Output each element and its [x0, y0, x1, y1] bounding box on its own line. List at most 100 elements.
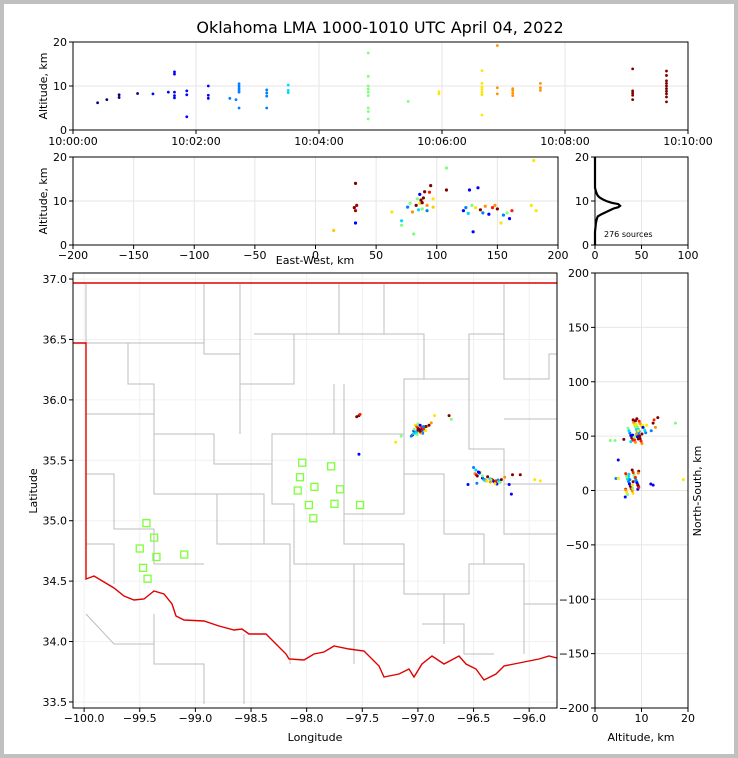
ew-height-tick-label-x: 50	[369, 249, 383, 262]
map-source-point	[421, 427, 425, 431]
time-height-point	[117, 93, 121, 97]
lma-station-marker	[335, 485, 345, 494]
lma-station-marker	[293, 486, 302, 495]
ns-height-tick-label-y: 100	[568, 376, 589, 389]
time-height-point	[631, 91, 635, 95]
ns-height-tick-label-y: 50	[575, 430, 589, 443]
time-height-ylabel: Altitude, km	[37, 52, 50, 119]
time-height-point	[286, 83, 290, 87]
time-height-point	[539, 86, 542, 90]
time-height-point	[511, 94, 515, 98]
map-source-point	[486, 475, 490, 479]
time-height-panel: 10:00:00 10:02:00 10:04:00 10:06:00 10:08:00…	[37, 36, 713, 148]
time-height-point	[366, 106, 370, 110]
map-tick-label-x: −99.0	[179, 712, 213, 725]
altitude-histogram-panel: 0 50 100 0 10 20 276 sources	[575, 151, 699, 262]
map-source-point	[466, 482, 470, 486]
ew-height-point	[390, 210, 394, 214]
ew-height-point	[410, 210, 415, 214]
ns-height-point	[681, 478, 685, 482]
time-height-point	[480, 93, 484, 97]
time-height-point	[105, 98, 109, 102]
ns-height-point	[616, 477, 620, 481]
time-height-tick-label-x: 10:08:00	[540, 135, 589, 148]
ns-height-point	[627, 472, 631, 476]
ns-height-point	[630, 489, 634, 493]
ns-height-point	[631, 470, 635, 474]
altitude-histogram-line	[593, 157, 622, 245]
map-tick-label-x: −97.0	[401, 712, 435, 725]
ew-height-point	[481, 211, 485, 215]
state-boundary	[73, 282, 558, 681]
ns-height-point	[656, 416, 660, 420]
ns-height-point	[632, 435, 636, 439]
time-height-point	[665, 100, 668, 104]
ns-height-point	[628, 478, 632, 482]
time-height-point	[631, 67, 635, 71]
ew-height-point	[464, 206, 468, 210]
lma-station-marker	[143, 574, 152, 583]
time-height-point	[173, 70, 176, 74]
ns-height-tick-label-y: −100	[559, 593, 589, 606]
ns-height-point	[635, 481, 639, 485]
ns-height-point	[633, 438, 637, 442]
ew-height-point	[483, 204, 487, 208]
ns-height-tick-label-y: −50	[566, 539, 589, 552]
ns-height-point	[633, 419, 637, 423]
ew-height-point	[423, 190, 427, 194]
time-height-point	[286, 91, 290, 94]
ns-height-point	[653, 425, 657, 429]
ew-height-point	[406, 205, 410, 209]
ns-height-panel: 0 10 20 −200 −150 −100 −50 0 50 100 150 200 North-S…	[559, 267, 704, 744]
time-height-point	[480, 69, 484, 72]
map-tick-label-y: 33.5	[43, 696, 68, 709]
time-height-point	[237, 89, 241, 92]
lma-figure: Oklahoma LMA 1000-1010 UTC April 04, 202…	[27, 18, 713, 744]
map-source-point	[474, 468, 478, 472]
ew-height-point	[429, 184, 433, 188]
map-source-point	[488, 480, 492, 484]
time-height-point	[237, 86, 241, 90]
figure-title: Oklahoma LMA 1000-1010 UTC April 04, 202…	[196, 18, 563, 37]
time-height-point	[185, 89, 189, 93]
time-height-point	[366, 84, 370, 88]
time-height-point	[206, 84, 210, 88]
time-height-point	[237, 84, 241, 88]
time-height-point	[480, 113, 484, 117]
ns-height-point	[614, 477, 618, 481]
ns-height-point	[627, 482, 631, 486]
ns-height-point	[625, 475, 629, 479]
ns-height-point	[652, 418, 656, 422]
ns-height-point	[631, 491, 635, 495]
time-height-point	[173, 96, 176, 100]
time-height-point	[665, 92, 668, 96]
map-source-point	[415, 433, 419, 437]
ew-height-point	[421, 196, 426, 200]
map-source-point	[409, 434, 413, 438]
map-source-point	[449, 417, 453, 421]
map-tick-label-y: 35.0	[43, 515, 68, 528]
ew-height-point	[466, 211, 470, 215]
ns-height-point	[622, 437, 626, 441]
map-source-point	[416, 422, 420, 426]
ew-height-point	[355, 203, 359, 207]
map-source-point	[533, 478, 537, 482]
time-height-point	[265, 88, 269, 92]
time-height-point	[480, 90, 484, 94]
ns-height-point	[626, 426, 630, 430]
time-height-tick-label-x: 10:06:00	[417, 135, 466, 148]
map-tick-label-y: 34.5	[43, 575, 68, 588]
ew-height-point	[332, 228, 336, 233]
ew-height-tick-label-x: −200	[58, 249, 88, 262]
ew-height-ylabel: Altitude, km	[37, 167, 50, 234]
map-source-point	[472, 466, 476, 470]
map-tick-label-y: 34.0	[43, 636, 68, 649]
ew-height-point	[420, 201, 424, 205]
map-source-point	[477, 470, 481, 474]
time-height-point	[631, 89, 635, 93]
ns-height-point	[635, 425, 639, 429]
ns-height-point	[623, 495, 627, 499]
ns-height-point	[630, 468, 634, 472]
time-height-point	[539, 81, 542, 85]
ns-height-point	[638, 437, 642, 441]
